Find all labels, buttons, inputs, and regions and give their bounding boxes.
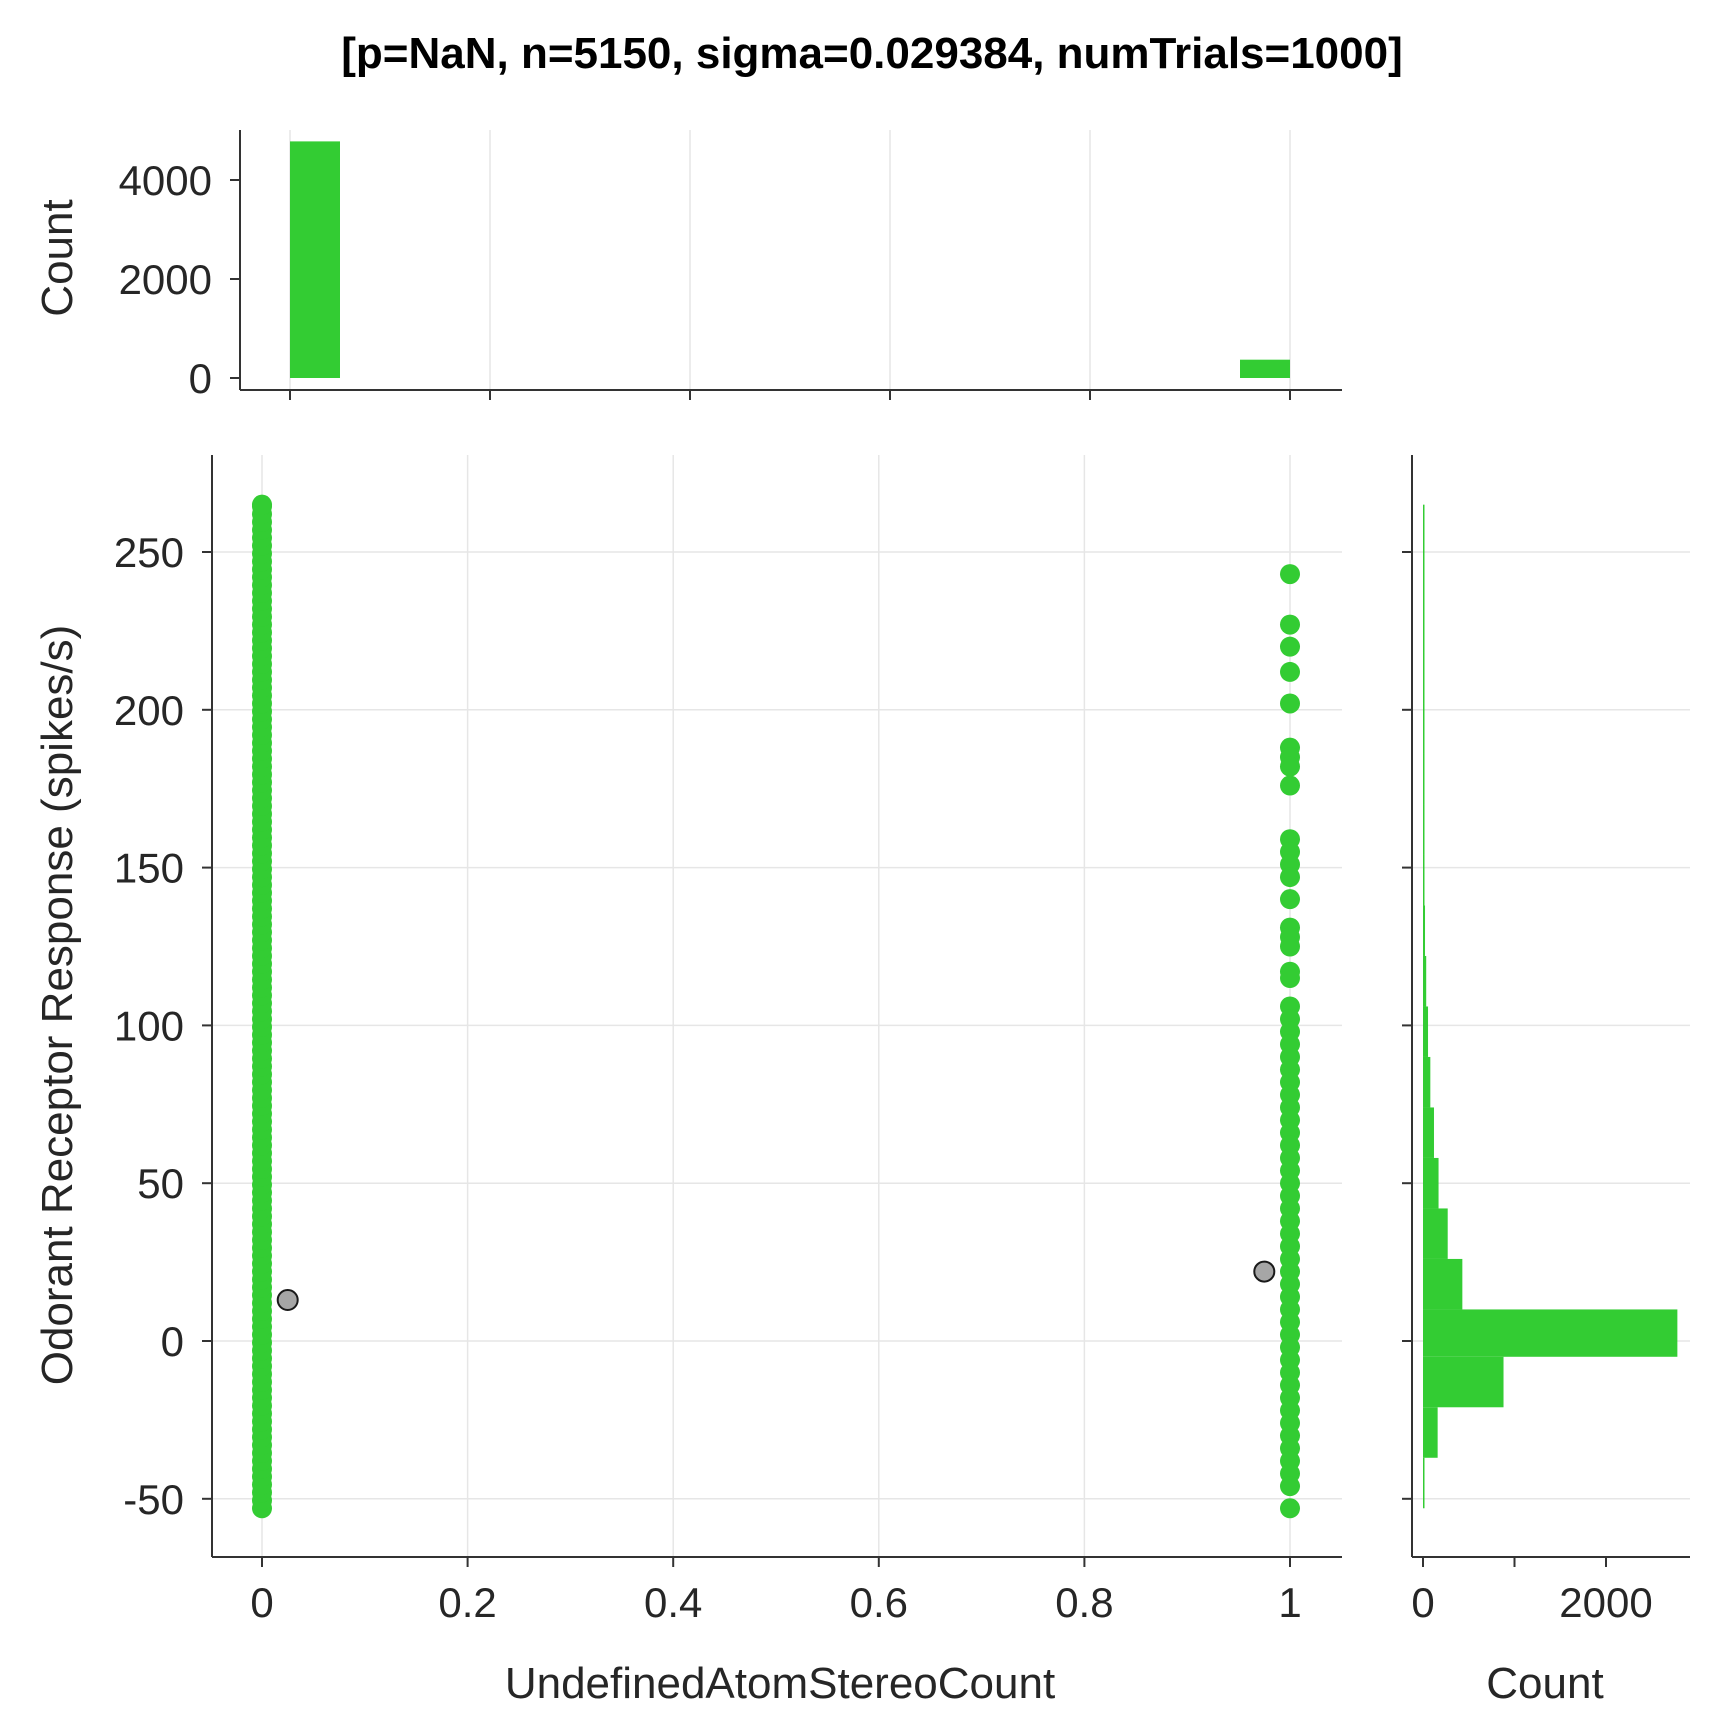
scatter-y-tick-label: 200 bbox=[114, 687, 184, 734]
right-x-tick-label: 2000 bbox=[1559, 1579, 1652, 1626]
scatter-x-tick-label: 0.8 bbox=[1055, 1579, 1113, 1626]
scatter-x-tick-label: 0.4 bbox=[644, 1579, 702, 1626]
scatter-x-tick-label: 0 bbox=[250, 1579, 273, 1626]
scatter-x-tick-label: 1 bbox=[1278, 1579, 1301, 1626]
histogram-bar bbox=[1423, 1208, 1448, 1259]
mean-marker bbox=[1253, 1260, 1276, 1283]
data-point bbox=[252, 494, 272, 515]
histogram-bar bbox=[1423, 905, 1426, 956]
top-histogram-y-axis-label: Count bbox=[33, 199, 82, 316]
histogram-bar bbox=[1240, 359, 1290, 378]
scatter-y-tick-label: 150 bbox=[114, 845, 184, 892]
histogram-bar bbox=[1423, 955, 1427, 1007]
histogram-bar bbox=[1423, 1457, 1425, 1509]
right-histogram-x-axis-label: Count bbox=[1486, 1659, 1603, 1708]
data-point bbox=[1280, 756, 1300, 777]
scatter-panel: 0 0.2 0.4 0.6 0.8 1 -50 0 50 100 150 200 250 bbox=[114, 455, 1342, 1626]
scatter-y-tick-label: 250 bbox=[114, 529, 184, 576]
scatter-y-tick-label: -50 bbox=[123, 1476, 184, 1523]
data-point bbox=[1280, 775, 1300, 796]
data-point bbox=[1280, 889, 1300, 910]
histogram-bar bbox=[1423, 854, 1425, 906]
histogram-bar bbox=[1423, 1258, 1463, 1310]
top-y-tick-label: 2000 bbox=[119, 256, 212, 303]
data-point bbox=[1280, 564, 1300, 585]
histogram-bar bbox=[1423, 602, 1425, 653]
data-point bbox=[1280, 661, 1300, 682]
top-y-tick-label: 0 bbox=[189, 355, 212, 402]
scatter-y-tick-label: 0 bbox=[161, 1318, 184, 1365]
right-x-tick-label: 0 bbox=[1411, 1579, 1434, 1626]
histogram-bar bbox=[1423, 753, 1425, 805]
histogram-bar bbox=[1423, 552, 1425, 603]
data-point bbox=[1280, 1498, 1300, 1519]
histogram-bar bbox=[290, 141, 340, 378]
data-point bbox=[1280, 1476, 1300, 1497]
histogram-bar bbox=[1423, 804, 1425, 855]
scatter-y-tick-label: 100 bbox=[114, 1002, 184, 1049]
histogram-bar bbox=[1423, 504, 1425, 552]
right-histogram-panel: 0 2000 bbox=[1402, 455, 1690, 1626]
chart-title: [p=NaN, n=5150, sigma=0.029384, numTrial… bbox=[341, 29, 1403, 78]
histogram-bar bbox=[1423, 1006, 1429, 1057]
histogram-bar bbox=[1423, 1107, 1434, 1158]
scatter-x-tick-label: 0.6 bbox=[850, 1579, 908, 1626]
scatter-y-axis-label: Odorant Receptor Response (spikes/s) bbox=[33, 625, 82, 1386]
scatter-x-axis-label: UndefinedAtomStereoCount bbox=[505, 1659, 1055, 1708]
scatter-series-x0 bbox=[252, 494, 272, 1519]
mean-marker bbox=[276, 1288, 299, 1311]
data-point bbox=[1280, 936, 1300, 957]
histogram-bar bbox=[1423, 703, 1425, 754]
scatter-y-tick-label: 50 bbox=[137, 1160, 184, 1207]
histogram-bar bbox=[1423, 1157, 1439, 1209]
histogram-bar bbox=[1423, 1056, 1431, 1108]
top-histogram-panel: 0 2000 4000 bbox=[119, 130, 1342, 402]
histogram-bar bbox=[1423, 1356, 1504, 1408]
data-point bbox=[1280, 636, 1300, 657]
data-point bbox=[1280, 867, 1300, 888]
histogram-bar bbox=[1423, 1309, 1678, 1357]
histogram-bar bbox=[1423, 1407, 1438, 1458]
data-point bbox=[1280, 614, 1300, 635]
data-point bbox=[1280, 693, 1300, 714]
scatter-x-tick-label: 0.2 bbox=[438, 1579, 496, 1626]
histogram-bar bbox=[1423, 652, 1425, 704]
scatter-series-x1 bbox=[1280, 564, 1300, 1519]
top-y-tick-label: 4000 bbox=[119, 157, 212, 204]
data-point bbox=[1280, 968, 1300, 989]
